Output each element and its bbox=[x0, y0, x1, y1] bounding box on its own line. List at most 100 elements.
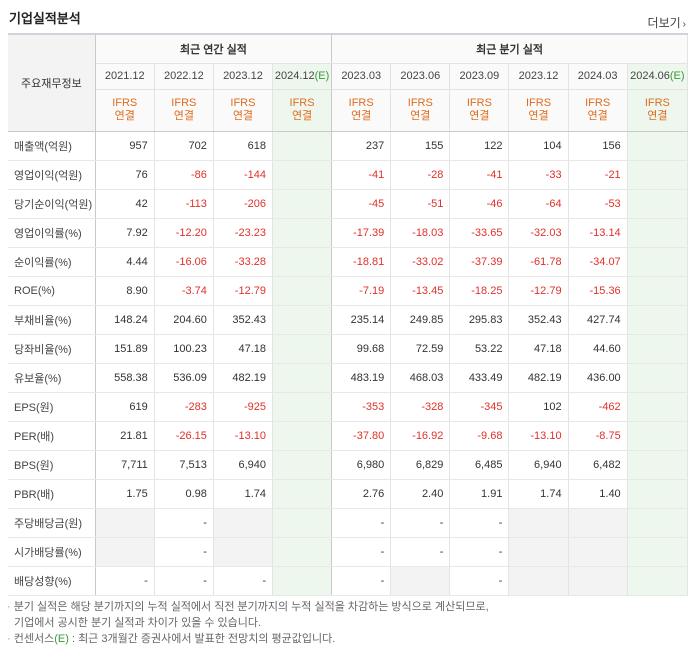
table-cell: -37.80 bbox=[331, 421, 392, 451]
table-cell: 6,829 bbox=[390, 450, 451, 480]
row-label: PBR(배) bbox=[8, 479, 96, 509]
basis-header: IFRS 연결 bbox=[95, 89, 155, 132]
table-cell bbox=[627, 391, 689, 422]
row-label: BPS(원) bbox=[8, 450, 96, 480]
table-cell bbox=[272, 566, 333, 596]
basis-scope: 연결 bbox=[410, 110, 431, 122]
table-cell: -13.10 bbox=[508, 421, 569, 451]
period-label: 2021.12 bbox=[104, 70, 145, 82]
table-cell: 99.68 bbox=[331, 334, 392, 364]
table-cell: -113 bbox=[154, 189, 214, 219]
more-link[interactable]: 더보기 › bbox=[648, 14, 686, 31]
table-cell: 156 bbox=[568, 131, 628, 161]
section-header: 기업실적분석 더보기 › bbox=[0, 0, 694, 32]
table-cell: -8.75 bbox=[568, 421, 628, 451]
table-cell: -7.19 bbox=[331, 276, 392, 306]
table-cell: 104 bbox=[508, 131, 569, 161]
period-header: 2024.06(E) bbox=[627, 63, 689, 90]
table-cell: 618 bbox=[213, 131, 274, 161]
table-row: ROE(%) 8.90 -3.74 -12.79 -7.19 -13.45 -18.25 -1… bbox=[8, 276, 689, 306]
basis-standard: IFRS bbox=[407, 97, 433, 109]
table-cell bbox=[272, 537, 333, 567]
table-cell bbox=[213, 537, 274, 567]
table-cell: 957 bbox=[95, 131, 155, 161]
table-cell: 42 bbox=[95, 189, 155, 219]
table-cell: 47.18 bbox=[213, 334, 274, 364]
basis-scope: 연결 bbox=[469, 110, 490, 122]
table-row: 주당배당금(원) - - - - bbox=[8, 507, 689, 538]
table-row: EPS(원) 619 -283 -925 -353 -328 -345 102 -462 bbox=[8, 391, 689, 422]
estimate-mark: (E) bbox=[54, 633, 69, 645]
basis-scope: 연결 bbox=[528, 110, 549, 122]
table-cell: -64 bbox=[508, 189, 569, 219]
footnote-1-text: 분기 실적은 해당 분기까지의 누적 실적에서 직전 분기까지의 누적 실적을 … bbox=[13, 601, 489, 613]
section-title: 기업실적분석 bbox=[9, 11, 81, 26]
group-quarter-header: 최근 분기 실적 bbox=[331, 34, 688, 64]
table-cell: -53 bbox=[568, 189, 628, 219]
table-cell: 295.83 bbox=[449, 304, 510, 335]
table-cell: 536.09 bbox=[154, 363, 214, 393]
table-cell: 1.74 bbox=[213, 479, 274, 509]
table-cell: -3.74 bbox=[154, 276, 214, 306]
row-label: 순이익률(%) bbox=[8, 247, 96, 277]
more-label[interactable]: 더보기 bbox=[647, 16, 681, 30]
period-header: 2022.12 bbox=[154, 63, 214, 90]
row-label: 영업이익(억원) bbox=[8, 160, 96, 190]
table-cell: 21.81 bbox=[95, 421, 155, 451]
table-row: 영업이익(억원) 76 -86 -144 -41 -28 -41 -33 -21 bbox=[8, 160, 689, 190]
table-cell: -45 bbox=[331, 189, 392, 219]
period-header: 2023.03 bbox=[331, 63, 392, 90]
table-cell: -18.03 bbox=[390, 217, 451, 248]
period-label: 2023.03 bbox=[341, 70, 382, 82]
table-cell: -13.45 bbox=[390, 276, 451, 306]
period-header: 2023.06 bbox=[390, 63, 451, 90]
table-cell: 6,940 bbox=[213, 450, 274, 480]
table-cell: -15.36 bbox=[568, 276, 628, 306]
table-row: 영업이익률(%) 7.92 -12.20 -23.23 -17.39 -18.03 -33.… bbox=[8, 217, 689, 248]
group-annual-header: 최근 연간 실적 bbox=[95, 34, 333, 64]
table-cell bbox=[272, 450, 333, 480]
table-cell: - bbox=[390, 537, 451, 567]
table-row: PBR(배) 1.75 0.98 1.74 2.76 2.40 1.91 1.74 1.40 bbox=[8, 479, 689, 509]
table-cell: 76 bbox=[95, 160, 155, 190]
table-cell bbox=[272, 276, 333, 306]
basis-standard: IFRS bbox=[112, 97, 138, 109]
table-row: 유보율(%) 558.38 536.09 482.19 483.19 468.03 433.… bbox=[8, 363, 689, 393]
period-label: 2023.12 bbox=[223, 70, 263, 82]
table-cell bbox=[627, 537, 689, 567]
table-cell: - bbox=[449, 566, 510, 596]
table-cell: - bbox=[154, 537, 214, 567]
table-cell bbox=[390, 566, 451, 596]
table-cell: 427.74 bbox=[568, 304, 628, 335]
basis-header: IFRS 연결 bbox=[154, 89, 214, 132]
basis-standard: IFRS bbox=[289, 97, 315, 109]
table-cell bbox=[627, 189, 689, 219]
table-cell: -32.03 bbox=[508, 217, 569, 248]
table-cell: -12.79 bbox=[508, 276, 569, 306]
table-cell bbox=[627, 363, 689, 393]
table-cell: 122 bbox=[449, 131, 510, 161]
period-header: 2024.03 bbox=[568, 63, 628, 90]
table-cell: 352.43 bbox=[213, 304, 274, 335]
table-cell: -33.02 bbox=[390, 247, 451, 277]
table-cell bbox=[95, 507, 155, 538]
table-cell: - bbox=[95, 566, 155, 596]
table-cell bbox=[627, 276, 689, 306]
period-header: 2023.12 bbox=[213, 63, 274, 90]
footnotes: · 분기 실적은 해당 분기까지의 누적 실적에서 직전 분기까지의 누적 실적… bbox=[7, 599, 687, 647]
table-cell: -21 bbox=[568, 160, 628, 190]
table-cell bbox=[627, 160, 689, 190]
table-cell: - bbox=[154, 566, 214, 596]
table-cell: 100.23 bbox=[154, 334, 214, 364]
table-cell bbox=[508, 537, 569, 567]
table-cell: -37.39 bbox=[449, 247, 510, 277]
table-cell: 6,485 bbox=[449, 450, 510, 480]
table-cell: 204.60 bbox=[154, 304, 214, 335]
table-cell: 6,482 bbox=[568, 450, 628, 480]
table-row: 시가배당률(%) - - - - bbox=[8, 537, 689, 567]
table-cell: 483.19 bbox=[331, 363, 392, 393]
table-cell: 2.76 bbox=[331, 479, 392, 509]
period-label: 2023.06 bbox=[400, 70, 441, 82]
table-cell: 2.40 bbox=[390, 479, 451, 509]
basis-standard: IFRS bbox=[644, 97, 670, 109]
